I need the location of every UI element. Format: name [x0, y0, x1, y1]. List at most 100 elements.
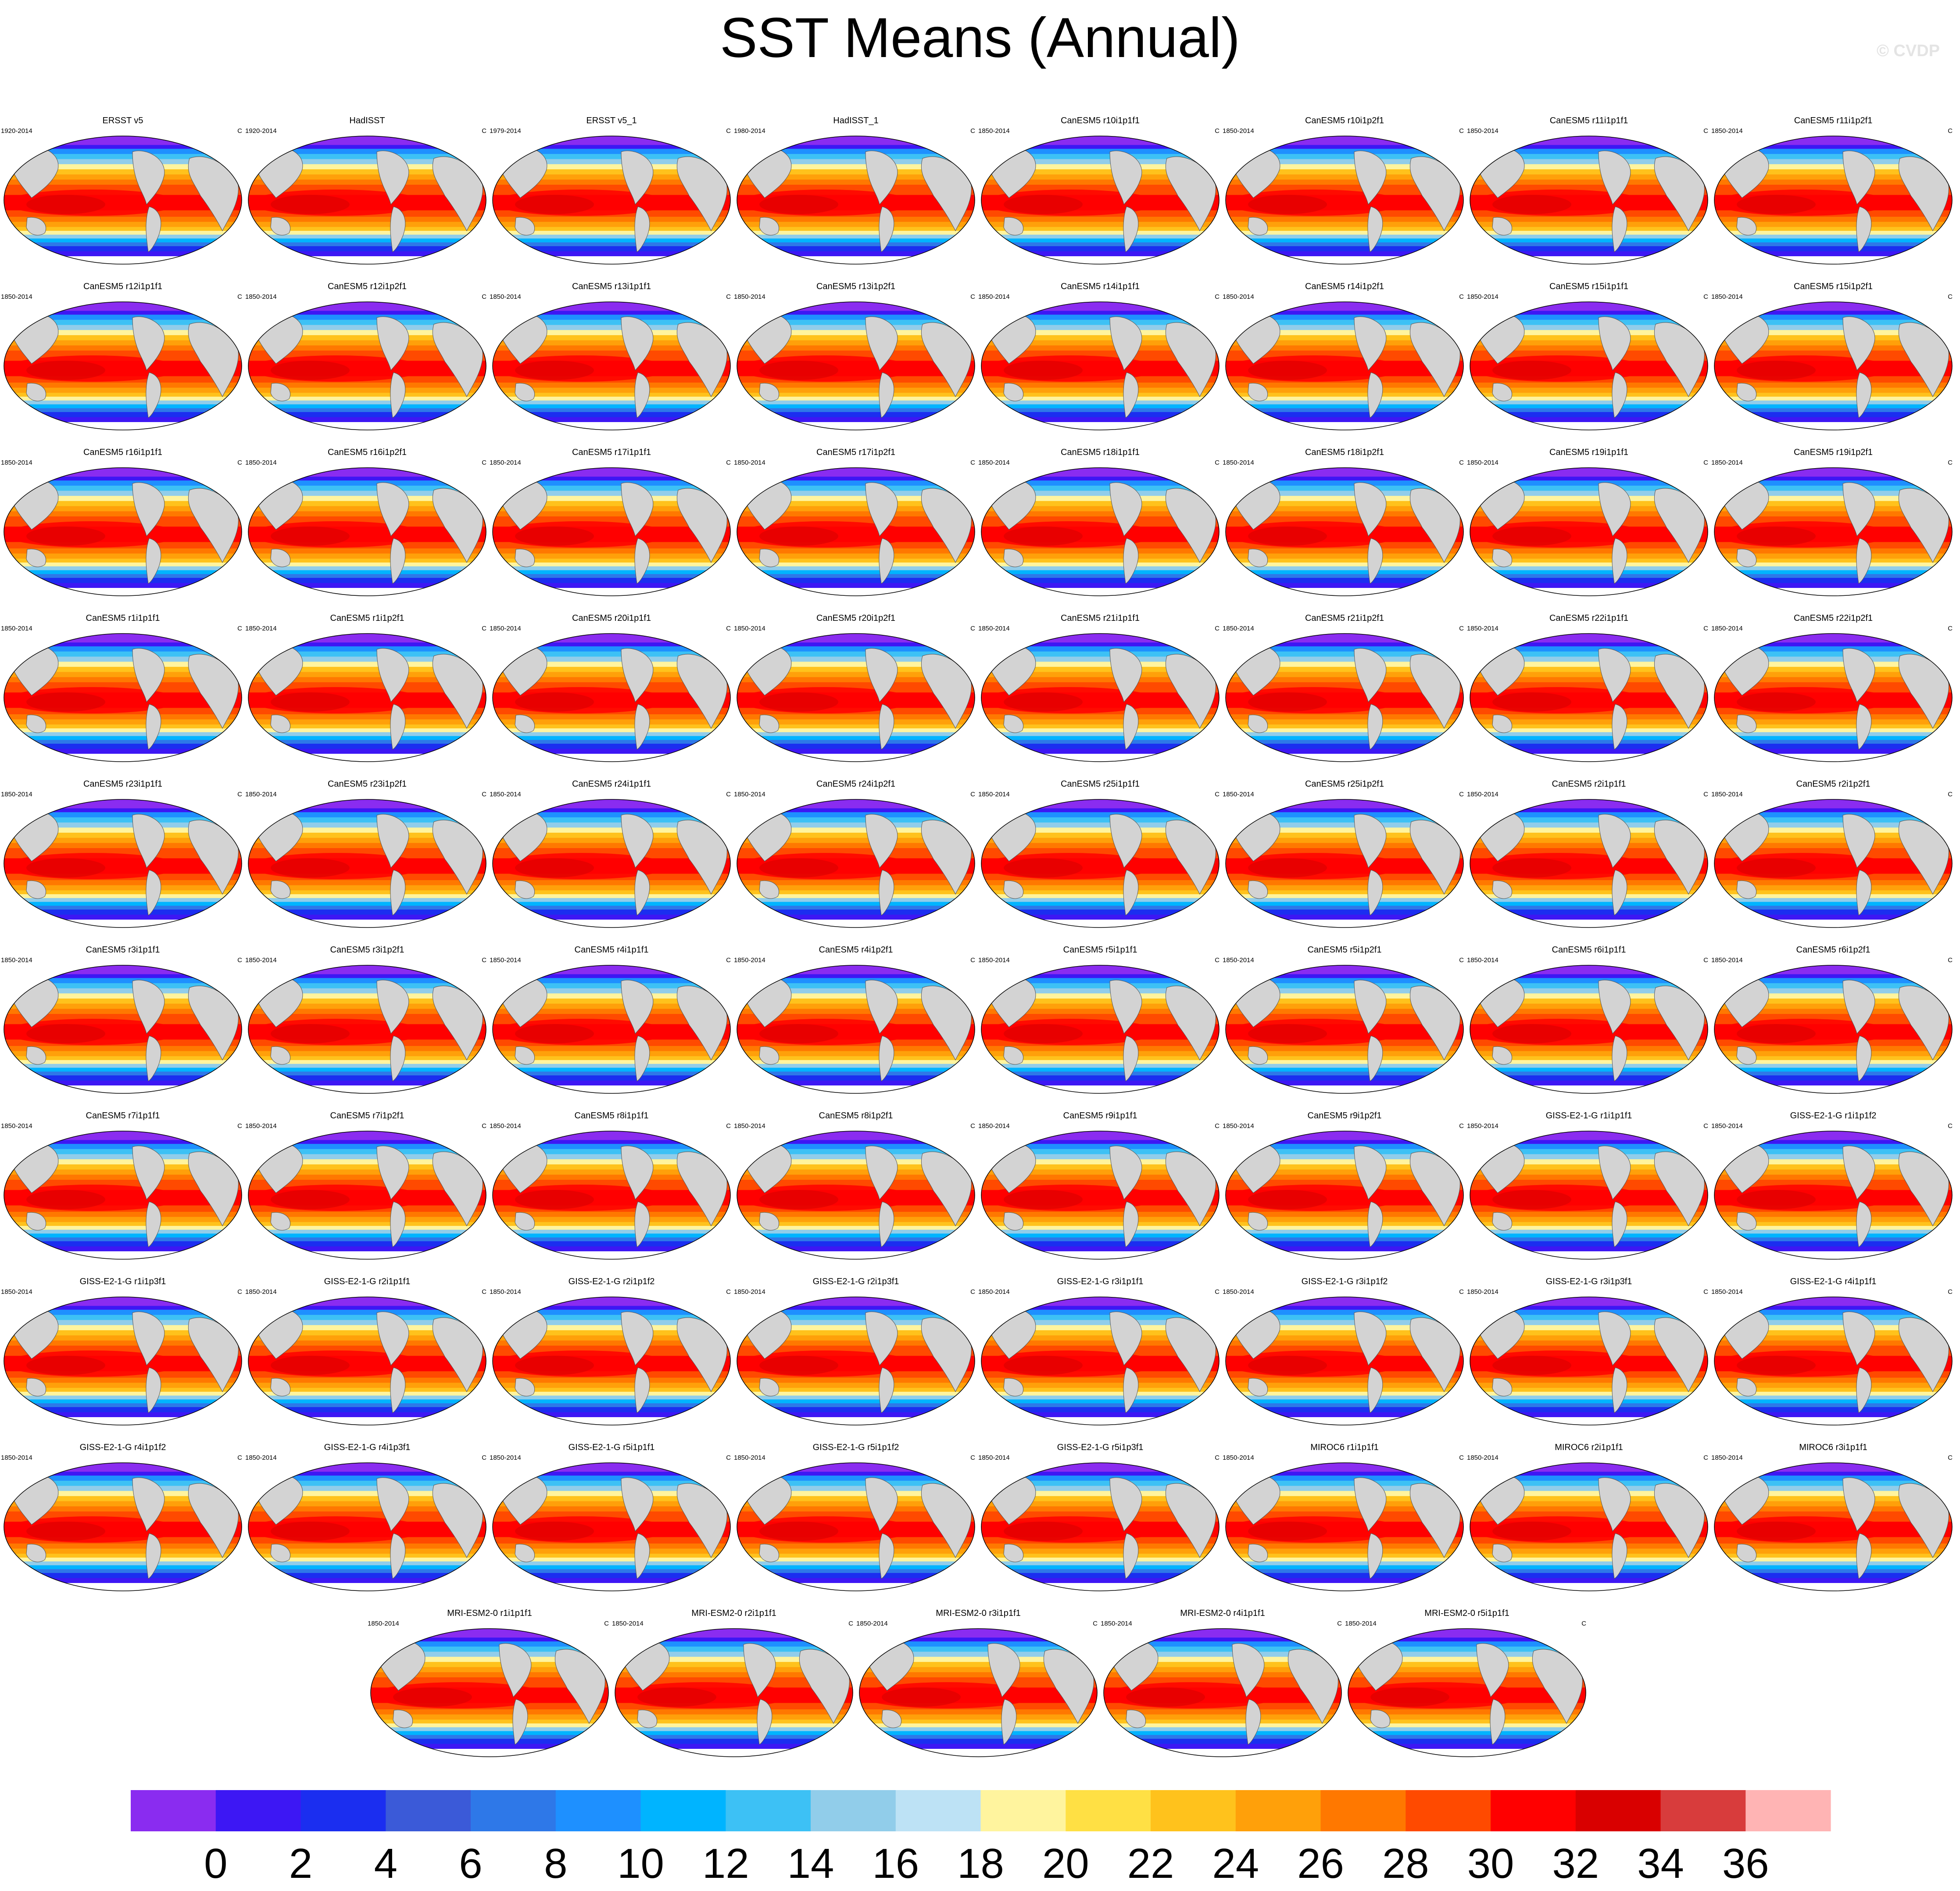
- panel-period: 1850-2014: [1711, 791, 1743, 798]
- panel-title: CanESM5 r15i1p2f1: [1793, 282, 1873, 291]
- map-panel: CanESM5 r2i1p2f1 1850-2014 C: [1711, 778, 1955, 941]
- panel-units: C: [1215, 791, 1220, 798]
- panel-title: CanESM5 r13i1p1f1: [572, 282, 651, 291]
- sst-map: [737, 301, 975, 430]
- panel-title: HadISST: [349, 116, 385, 125]
- colorbar-tick-label: 6: [459, 1840, 482, 1887]
- sst-map: [1348, 1628, 1586, 1757]
- sst-map: [1470, 799, 1708, 928]
- panel-title: CanESM5 r12i1p1f1: [83, 282, 163, 291]
- panel-period: 1850-2014: [1467, 956, 1499, 964]
- sst-map: [4, 633, 242, 762]
- colorbar-swatch: [471, 1790, 556, 1831]
- sst-map: [4, 301, 242, 430]
- panel-period: 1850-2014: [978, 127, 1010, 135]
- map-panel: MRI-ESM2-0 r5i1p1f1 1850-2014 C: [1345, 1608, 1589, 1770]
- panel-period: 1850-2014: [1, 1454, 32, 1461]
- map-panel: CanESM5 r23i1p2f1 1850-2014 C: [245, 778, 489, 941]
- panel-units: C: [482, 1288, 486, 1296]
- panel-units: C: [1703, 1454, 1708, 1461]
- sst-map: [737, 799, 975, 928]
- map-panel: CanESM5 r24i1p1f1 1850-2014 C: [490, 778, 733, 941]
- sst-map: [1225, 1462, 1464, 1591]
- panel-title: CanESM5 r10i1p2f1: [1305, 116, 1384, 125]
- panel-title: CanESM5 r9i1p1f1: [1063, 1111, 1137, 1121]
- panel-title: CanESM5 r22i1p1f1: [1549, 613, 1629, 623]
- sst-map: [1225, 1296, 1464, 1425]
- panel-units: C: [970, 956, 975, 964]
- panel-units: C: [1581, 1620, 1586, 1627]
- panel-period: 1850-2014: [734, 1288, 765, 1296]
- sst-map: [1470, 1296, 1708, 1425]
- colorbar-tick-label: 4: [374, 1840, 397, 1887]
- map-panel: CanESM5 r22i1p2f1 1850-2014 C: [1711, 612, 1955, 775]
- panel-title: MIROC6 r3i1p1f1: [1799, 1443, 1867, 1452]
- sst-map: [859, 1628, 1098, 1757]
- panel-period: 1850-2014: [1, 293, 32, 301]
- sst-map: [248, 136, 486, 265]
- colorbar-swatch: [215, 1790, 301, 1831]
- panel-units: C: [1093, 1620, 1098, 1627]
- panel-title: CanESM5 r21i1p1f1: [1060, 613, 1140, 623]
- colorbar-swatch: [131, 1790, 216, 1831]
- map-panel: CanESM5 r18i1p1f1 1850-2014 C: [978, 447, 1222, 609]
- map-panel: CanESM5 r20i1p2f1 1850-2014 C: [734, 612, 978, 775]
- sst-map: [4, 799, 242, 928]
- sst-map: [1225, 467, 1464, 596]
- panel-title: MRI-ESM2-0 r1i1p1f1: [447, 1608, 532, 1618]
- panel-period: 1850-2014: [734, 459, 765, 466]
- panel-title: CanESM5 r5i1p2f1: [1307, 945, 1382, 955]
- map-panel: CanESM5 r20i1p1f1 1850-2014 C: [490, 612, 733, 775]
- colorbar-swatch: [811, 1790, 896, 1831]
- sst-map: [1714, 136, 1953, 265]
- panel-title: ERSST v5: [102, 116, 143, 125]
- panel-title: MIROC6 r1i1p1f1: [1310, 1443, 1379, 1452]
- colorbar-swatch: [1066, 1790, 1151, 1831]
- panel-period: 1850-2014: [978, 791, 1010, 798]
- map-panel: CanESM5 r12i1p2f1 1850-2014 C: [245, 281, 489, 443]
- map-panel: CanESM5 r25i1p2f1 1850-2014 C: [1223, 778, 1466, 941]
- sst-map: [370, 1628, 609, 1757]
- panel-period: 1850-2014: [1223, 459, 1254, 466]
- map-panel: CanESM5 r14i1p1f1 1850-2014 C: [978, 281, 1222, 443]
- map-panel: CanESM5 r18i1p2f1 1850-2014 C: [1223, 447, 1466, 609]
- map-panel: CanESM5 r14i1p2f1 1850-2014 C: [1223, 281, 1466, 443]
- panel-title: MRI-ESM2-0 r3i1p1f1: [936, 1608, 1021, 1618]
- panel-title: CanESM5 r24i1p1f1: [572, 779, 651, 789]
- colorbar: 0 2 4 6 8 10 12 14 16 18 20 22 24 26 28 30 32 34 36: [131, 1790, 1831, 1887]
- panel-units: C: [482, 459, 486, 466]
- panel-units: C: [970, 293, 975, 301]
- sst-map: [4, 1296, 242, 1425]
- panel-period: 1980-2014: [734, 127, 765, 135]
- map-panel: CanESM5 r5i1p2f1 1850-2014 C: [1223, 944, 1466, 1107]
- map-panel: CanESM5 r15i1p1f1 1850-2014 C: [1467, 281, 1711, 443]
- panel-period: 1850-2014: [1711, 956, 1743, 964]
- map-panel: CanESM5 r4i1p1f1 1850-2014 C: [490, 944, 733, 1107]
- panel-title: GISS-E2-1-G r3i1p1f2: [1301, 1277, 1388, 1286]
- panel-title: CanESM5 r3i1p1f1: [86, 945, 160, 955]
- map-panel: GISS-E2-1-G r2i1p1f2 1850-2014 C: [490, 1276, 733, 1438]
- panel-period: 1850-2014: [1711, 625, 1743, 632]
- panel-title: GISS-E2-1-G r4i1p3f1: [324, 1443, 411, 1452]
- map-panel: GISS-E2-1-G r3i1p3f1 1850-2014 C: [1467, 1276, 1711, 1438]
- map-panel: CanESM5 r22i1p1f1 1850-2014 C: [1467, 612, 1711, 775]
- colorbar-tick-label: 28: [1382, 1840, 1429, 1887]
- panel-title: GISS-E2-1-G r5i1p1f1: [568, 1443, 655, 1452]
- panel-units: C: [1948, 127, 1953, 135]
- map-panel: GISS-E2-1-G r1i1p1f1 1850-2014 C: [1467, 1110, 1711, 1272]
- panel-units: C: [726, 293, 731, 301]
- colorbar-swatch: [555, 1790, 641, 1831]
- sst-map: [1714, 1296, 1953, 1425]
- sst-map: [492, 1131, 731, 1260]
- colorbar-tick-label: 34: [1637, 1840, 1684, 1887]
- map-panel: CanESM5 r21i1p1f1 1850-2014 C: [978, 612, 1222, 775]
- panel-period: 1850-2014: [1711, 459, 1743, 466]
- sst-map: [492, 301, 731, 430]
- panel-period: 1850-2014: [1, 791, 32, 798]
- panel-title: CanESM5 r4i1p2f1: [819, 945, 893, 955]
- map-panel: CanESM5 r6i1p1f1 1850-2014 C: [1467, 944, 1711, 1107]
- panel-units: C: [1459, 625, 1464, 632]
- map-panel: MRI-ESM2-0 r3i1p1f1 1850-2014 C: [856, 1608, 1100, 1770]
- panel-units: C: [237, 1122, 242, 1130]
- panel-title: GISS-E2-1-G r2i1p1f2: [568, 1277, 655, 1286]
